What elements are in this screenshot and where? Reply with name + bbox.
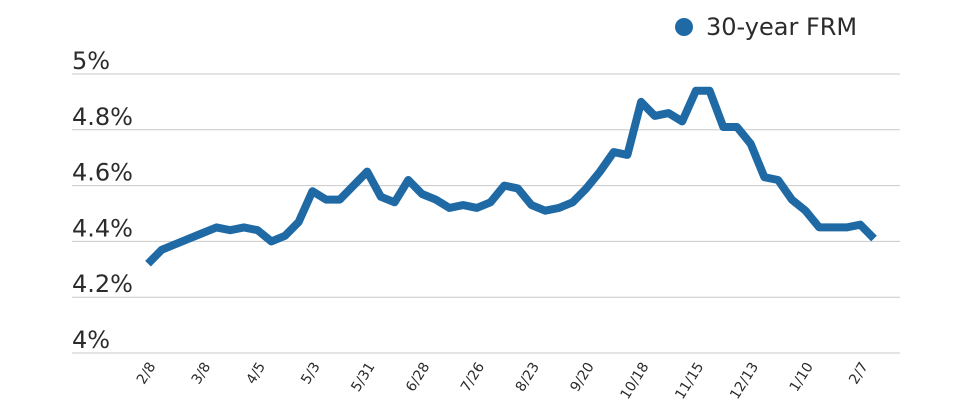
x-tick-label: 6/28 <box>403 360 433 395</box>
legend: 30-year FRM <box>675 13 857 41</box>
x-tick-label: 5/3 <box>298 360 324 388</box>
x-tick-label: 3/8 <box>189 360 215 388</box>
x-axis-ticks: 2/8 3/8 4/5 5/3 5/31 6/28 7/26 8/23 9/20 10/18 11/… <box>134 360 872 403</box>
legend-label-30-year-frm: 30-year FRM <box>706 13 857 41</box>
x-tick-label: 12/13 <box>727 360 762 403</box>
x-tick-label: 8/23 <box>513 360 543 395</box>
x-tick-label: 10/18 <box>618 360 653 403</box>
x-tick-label: 1/10 <box>787 360 817 395</box>
y-tick-label: 4.8% <box>72 103 133 131</box>
x-tick-label: 4/5 <box>243 360 269 388</box>
x-tick-label: 2/8 <box>134 360 160 388</box>
x-tick-label: 11/15 <box>672 360 707 403</box>
x-tick-label: 5/31 <box>348 360 378 395</box>
series-line-30-year-frm <box>145 86 877 267</box>
x-tick-label: 2/7 <box>846 360 872 388</box>
y-tick-label: 4% <box>72 326 110 354</box>
series-lines <box>145 86 877 267</box>
y-tick-label: 4.2% <box>72 270 133 298</box>
legend-marker-30-year-frm <box>675 18 693 36</box>
y-tick-label: 4.4% <box>72 214 133 242</box>
y-axis-ticks: 5% 4.8% 4.6% 4.4% 4.2% 4% <box>72 47 133 354</box>
x-tick-label: 7/26 <box>458 360 488 395</box>
x-tick-label: 9/20 <box>567 360 597 395</box>
y-tick-label: 4.6% <box>72 159 133 187</box>
y-tick-label: 5% <box>72 47 110 75</box>
gridlines <box>72 73 900 354</box>
